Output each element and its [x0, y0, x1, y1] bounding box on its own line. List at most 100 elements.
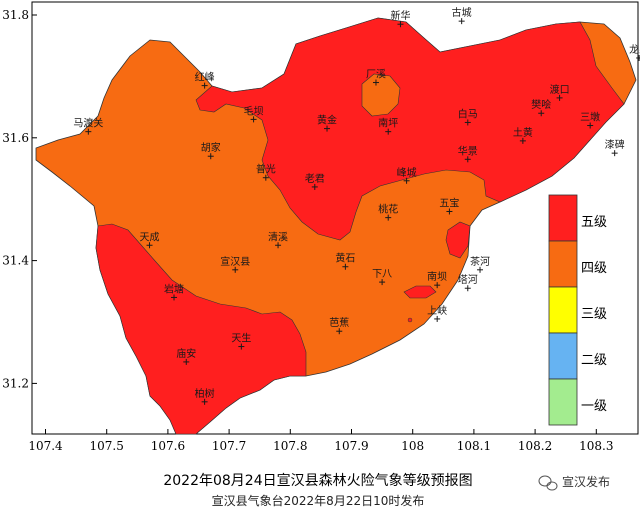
place-label: 普光	[256, 163, 276, 176]
place-marker: 宣汉县	[220, 255, 250, 273]
place-label: 南坪	[378, 117, 398, 130]
place-label: 茶河	[470, 255, 490, 268]
legend-label: 三级	[581, 307, 607, 322]
place-label: 塔河	[458, 273, 478, 286]
place-marker: 南坝	[427, 270, 447, 289]
place-label: 厂溪	[366, 69, 386, 81]
legend-label: 五级	[581, 215, 607, 230]
place-marker: 塔河	[458, 273, 478, 292]
legend-swatch	[548, 194, 578, 242]
place-marker: 樊哙	[531, 98, 551, 117]
place-marker: 红峰	[195, 71, 215, 89]
x-tick-label: 107.6	[151, 439, 185, 453]
y-tick-label: 31.8	[2, 8, 29, 22]
legend-swatch	[548, 332, 578, 380]
place-marker: 茶河	[470, 255, 490, 273]
legend-swatch	[548, 286, 578, 334]
place-label: 新华	[390, 9, 410, 22]
place-marker: 华景	[458, 144, 478, 163]
place-label: 峰城	[397, 167, 417, 179]
map-title: 2022年08月24日宣汉县森林火险气象等级预报图	[163, 472, 472, 489]
region-level4-island	[361, 73, 401, 117]
x-tick-label: 107.8	[273, 439, 307, 453]
legend-swatch	[548, 240, 578, 288]
watermark: 宣汉发布	[538, 474, 610, 491]
place-label: 白马	[458, 107, 478, 120]
y-tick-label: 31.2	[2, 376, 29, 390]
place-marker: 新华	[390, 9, 410, 28]
place-label: 三墩	[580, 111, 600, 124]
place-label: 宣汉县	[220, 255, 250, 268]
map-subtitle: 宣汉县气象台2022年8月22日10时发布	[212, 493, 425, 508]
y-tick-label: 31.6	[2, 131, 29, 145]
place-label: 庙安	[176, 347, 196, 360]
legend-label: 一级	[581, 399, 607, 414]
place-marker: 黄金	[317, 114, 337, 132]
place-label: 龙泉	[629, 43, 640, 56]
place-label: 渡口	[550, 83, 570, 96]
place-label: 红峰	[195, 71, 215, 84]
place-label: 桃花	[378, 203, 398, 216]
place-marker: 三墩	[580, 111, 600, 129]
legend-label: 二级	[581, 353, 607, 368]
place-label: 天成	[140, 231, 160, 243]
place-marker: 渡口	[550, 83, 570, 101]
legend-swatch	[548, 378, 578, 426]
x-tick-label: 108.2	[518, 439, 552, 453]
place-marker: 上峡	[427, 304, 447, 322]
place-label: 土黄	[513, 126, 533, 139]
place-label: 樊哙	[531, 98, 551, 111]
region-level5-dot	[407, 317, 413, 323]
place-marker: 柏树	[195, 387, 215, 405]
wechat-icon	[538, 475, 558, 491]
place-label: 胡家	[201, 141, 221, 154]
x-tick-label: 107.5	[90, 439, 124, 453]
place-marker: 老君	[305, 172, 325, 190]
place-label: 天生	[231, 332, 251, 345]
place-label: 黄金	[317, 114, 337, 127]
place-marker: 五宝	[439, 196, 459, 215]
place-marker: 天生	[231, 332, 251, 350]
place-marker: 普光	[256, 163, 276, 181]
x-axis: 107.4 107.5 107.6 107.7 107.8 107.9 108 108.1 10…	[28, 429, 613, 453]
place-label: 清溪	[268, 230, 288, 243]
place-label: 柏树	[195, 387, 215, 400]
place-marker: 毛坝	[244, 105, 264, 123]
place-label: 上峡	[427, 304, 447, 317]
x-tick-label: 107.7	[212, 439, 246, 453]
y-tick-label: 31.4	[2, 254, 29, 268]
watermark-text: 宣汉发布	[562, 474, 610, 489]
place-marker: 胡家	[201, 141, 221, 160]
place-marker: 白马	[458, 107, 478, 126]
place-marker: 下八	[372, 269, 392, 286]
x-tick-label: 107.4	[28, 439, 63, 453]
place-marker: 岩塘	[164, 282, 184, 301]
place-label: 华景	[458, 144, 478, 157]
place-label: 五宝	[439, 196, 459, 209]
place-label: 岩塘	[164, 282, 184, 295]
place-marker: 峰城	[397, 167, 417, 184]
place-label: 下八	[372, 269, 392, 280]
place-marker: 桃花	[378, 203, 398, 221]
place-marker: 土黄	[513, 126, 533, 144]
region-level5-east-patch	[445, 221, 471, 259]
place-label: 南坝	[427, 270, 447, 283]
place-marker: 古城	[452, 6, 472, 25]
region-level5-north	[195, 17, 625, 241]
region-level5-southwest	[95, 223, 307, 435]
place-marker: 南坪	[378, 117, 398, 135]
place-label: 老君	[305, 172, 325, 185]
x-tick-label: 107.9	[334, 439, 368, 453]
x-tick-label: 108	[401, 439, 424, 453]
place-label: 古城	[452, 6, 472, 19]
x-tick-label: 108.3	[579, 439, 613, 453]
place-label: 毛坝	[244, 105, 264, 117]
place-marker: 庙安	[176, 347, 196, 365]
y-axis: 31.8 31.6 31.4 31.2	[2, 8, 37, 390]
place-marker: 漆碑	[605, 138, 625, 157]
place-marker: 清溪	[268, 230, 288, 249]
